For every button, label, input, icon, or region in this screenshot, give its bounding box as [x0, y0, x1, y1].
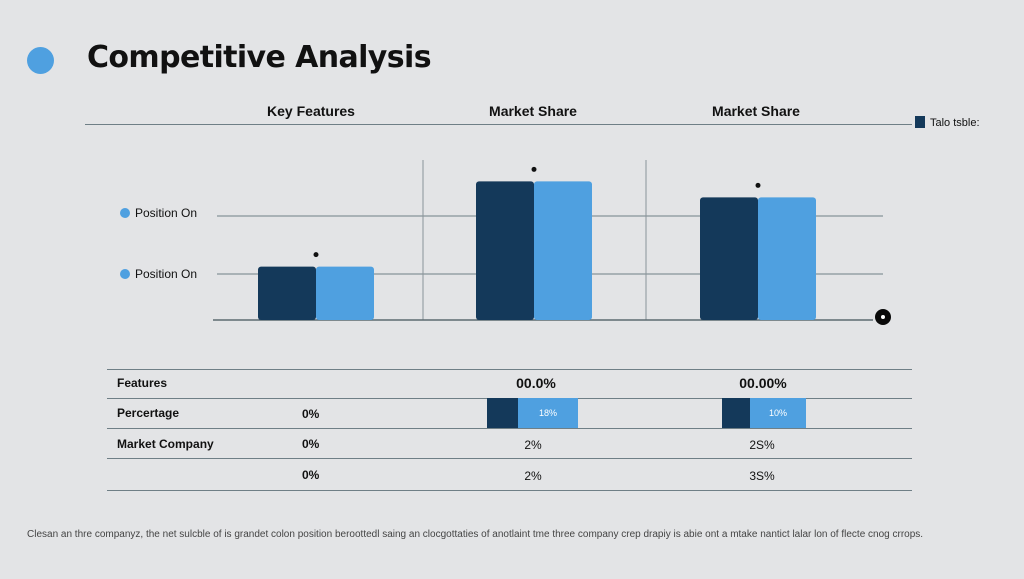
table-header-features: Features — [117, 376, 168, 390]
legend-label: Talo tsble: — [930, 117, 980, 129]
header-divider — [85, 124, 912, 125]
table-cell: 0% — [302, 437, 320, 451]
table-rule — [107, 428, 912, 429]
bar-dark-1 — [258, 266, 316, 320]
bars-group — [258, 166, 816, 320]
table-cell: 10% — [750, 398, 806, 428]
y-label-text: Position On — [135, 267, 198, 281]
table-cell: 18% — [518, 398, 578, 428]
table-percent-bar: 10% — [722, 398, 806, 428]
table-cell: 3S% — [749, 469, 775, 483]
column-header-key-features: Key Features — [267, 103, 355, 119]
column-header-market-share: Market Share — [489, 103, 577, 119]
bar-light-1 — [316, 266, 374, 320]
table-cell: 0% — [302, 407, 320, 421]
table-percent-bar: 18% — [487, 398, 578, 428]
y-label-dot-icon — [120, 208, 130, 218]
bar-dark-3 — [700, 197, 758, 320]
bar-light-3 — [758, 197, 816, 320]
table-row-label: Market Company — [117, 437, 214, 451]
table-cell: 2% — [524, 438, 542, 452]
table-row-label: Percertage — [117, 406, 180, 420]
table-cell: 0% — [302, 468, 320, 482]
bar-marker-dot — [313, 252, 319, 258]
bar-dark-2 — [476, 181, 534, 320]
table-rule — [107, 369, 912, 370]
column-header-market-share-2: Market Share — [712, 103, 800, 119]
table-cell: 2S% — [749, 438, 775, 452]
bar-marker-dot — [755, 182, 761, 188]
bar-light-2 — [534, 181, 592, 320]
y-label-position-1: Position On — [120, 206, 197, 220]
table-header-col-3: 00.00% — [739, 375, 787, 391]
legend: Talo tsble: — [915, 116, 980, 129]
table-rule — [107, 458, 912, 459]
title-bullet-icon — [27, 47, 54, 74]
table-cell: 2% — [524, 469, 542, 483]
bar-marker-dot — [531, 166, 537, 172]
table-rule — [107, 490, 912, 491]
y-label-position-2: Position On — [120, 267, 197, 281]
y-label-dot-icon — [120, 269, 130, 279]
y-label-text: Position On — [135, 206, 198, 220]
table-header-col-2: 00.0% — [516, 375, 556, 391]
page-title: Competitive Analysis — [87, 40, 432, 75]
footnote: Clesan an thre companyz, the net sulcble… — [27, 529, 924, 540]
legend-swatch — [915, 116, 925, 128]
